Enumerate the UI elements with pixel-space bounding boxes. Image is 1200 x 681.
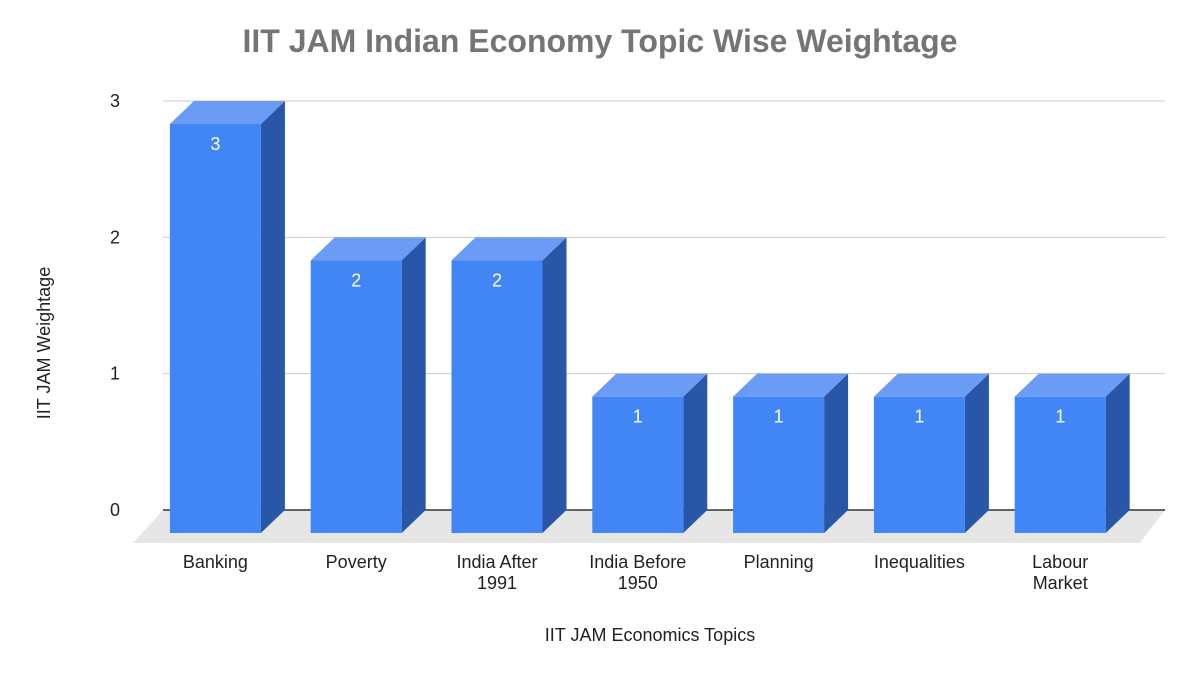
x-axis-title: IIT JAM Economics Topics [545,625,755,645]
bar [873,373,989,533]
bar [310,237,426,534]
bar-top [310,237,426,261]
y-tick-label: 2 [110,227,120,247]
bar-side [260,101,285,533]
bar-side [401,237,426,534]
y-tick-label: 1 [110,364,120,384]
y-axis-title: IIT JAM Weightage [34,267,54,419]
x-tick-label: Labour Market [1032,552,1088,593]
value-label: 1 [1055,407,1065,427]
value-label: 1 [914,407,924,427]
bar-side [824,373,849,533]
bar [733,373,849,533]
bar-top [451,237,567,261]
bar-top [592,373,708,397]
bar-side [964,373,989,533]
bar-top [169,101,285,124]
bar-front [310,260,402,533]
bar-front [169,124,261,533]
value-label: 1 [633,407,643,427]
bar-top [733,373,849,397]
bar-side [542,237,567,534]
bar-front [873,396,965,533]
chart-title: IIT JAM Indian Economy Topic Wise Weight… [242,23,957,59]
y-tick-label: 0 [110,500,120,520]
value-label: 2 [492,270,502,290]
value-label: 2 [351,270,361,290]
bar [451,237,567,534]
x-tick-label: Planning [744,552,814,572]
bar [169,101,285,533]
bar-top [873,373,989,397]
value-label: 1 [774,407,784,427]
bar [592,373,708,533]
x-tick-label: Banking [183,552,248,572]
value-label: 3 [210,134,220,154]
bar-side [1105,373,1130,533]
bar-front [592,396,684,533]
y-tick-label: 3 [110,91,120,111]
x-tick-label: India Before 1950 [589,552,686,593]
x-tick-label: Inequalities [874,552,965,572]
bar-front [1014,396,1106,533]
bar-front [733,396,825,533]
x-tick-label: Poverty [326,552,387,572]
x-tick-label: India After 1991 [456,552,537,593]
bar-side [683,373,708,533]
bar-top [1014,373,1130,397]
bar [1014,373,1130,533]
bar-front [451,260,543,533]
